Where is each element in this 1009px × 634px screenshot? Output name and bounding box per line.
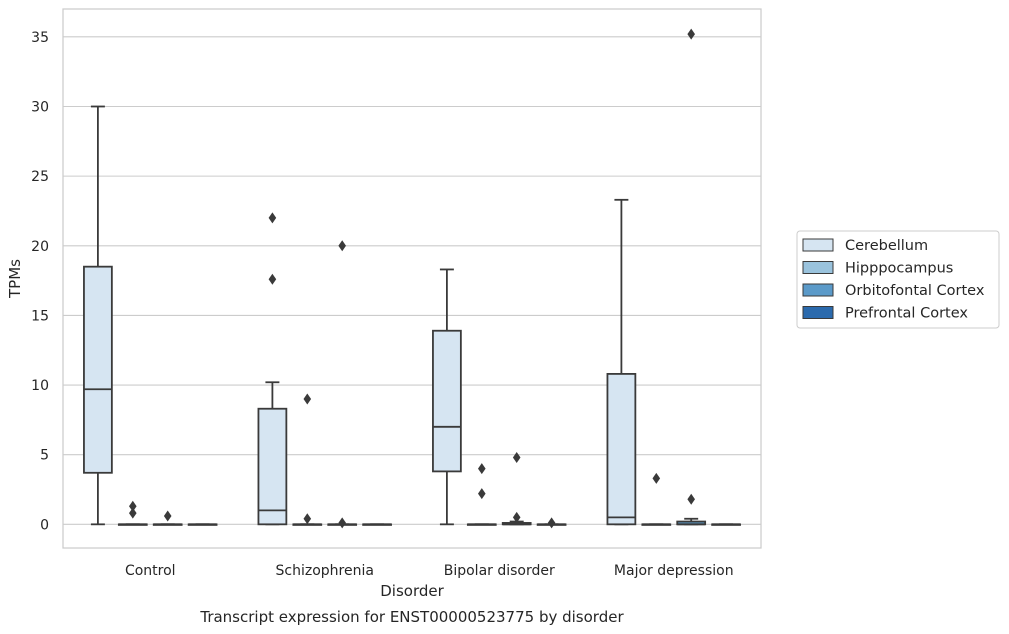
outlier-point <box>547 517 556 529</box>
chart-caption: Transcript expression for ENST0000052377… <box>199 608 624 626</box>
outlier-point <box>303 393 312 405</box>
box <box>83 265 113 474</box>
x-tick-label: Major depression <box>614 563 734 579</box>
outlier-point <box>687 493 695 505</box>
outlier-point <box>687 28 695 40</box>
outlier-point <box>268 273 277 285</box>
outlier-point <box>129 500 137 512</box>
legend-frame <box>796 230 1000 329</box>
legend-swatch <box>802 261 834 274</box>
legend: Cerebellum Hipppocampus Orbitofontal Corte… <box>796 230 1000 329</box>
outlier-point <box>268 212 277 224</box>
outlier-point <box>478 463 486 475</box>
x-tick-label: Schizophrenia <box>276 563 374 579</box>
y-tick-label: 30 <box>31 99 49 115</box>
outlier-point <box>303 513 312 525</box>
box-group <box>676 28 707 526</box>
legend-swatch <box>802 306 834 319</box>
grid-lines <box>63 36 761 525</box>
x-axis-label: Disorder <box>380 582 444 600</box>
box-group <box>83 105 113 526</box>
box <box>606 373 637 526</box>
box-group <box>187 523 218 526</box>
box-group <box>501 451 532 526</box>
box-group <box>536 517 567 529</box>
outlier-point <box>163 510 172 522</box>
y-tick-label: 0 <box>40 517 49 533</box>
legend-swatch <box>802 238 834 252</box>
box-group <box>606 198 637 526</box>
box-marks <box>83 28 741 529</box>
outlier-point <box>338 240 346 252</box>
legend-label: Cerebellum <box>845 238 928 254</box>
y-tick-label: 15 <box>31 308 49 324</box>
box-group <box>711 523 741 526</box>
box-group <box>432 268 462 526</box>
y-axis-label: TPMs <box>6 259 24 299</box>
box-group <box>152 510 183 526</box>
box-group <box>257 212 288 526</box>
legend-swatch <box>802 283 834 297</box>
outlier-point <box>512 451 521 463</box>
y-tick-label: 10 <box>31 378 49 394</box>
y-tick-label: 5 <box>40 448 49 464</box>
plot-frame <box>62 8 762 549</box>
box-group <box>117 500 148 526</box>
x-tick-label: Control <box>125 563 176 579</box>
x-tick-label: Bipolar disorder <box>444 563 555 579</box>
y-tick-label: 35 <box>31 30 49 46</box>
legend-label: Hipppocampus <box>845 261 953 277</box>
y-tick-label: 20 <box>31 239 49 255</box>
outlier-point <box>512 511 521 523</box>
box <box>432 329 462 473</box>
box <box>257 407 288 526</box>
box-group <box>362 523 392 526</box>
y-tick-label: 25 <box>31 169 49 185</box>
box-group <box>641 472 672 526</box>
outlier-point <box>478 488 486 500</box>
outlier-point <box>338 517 346 529</box>
outlier-point <box>652 472 661 484</box>
box-group <box>292 393 323 526</box>
box-group <box>466 463 497 526</box>
y-tick-labels: 0 5 10 15 20 25 30 35 <box>31 30 49 533</box>
x-tick-labels: Control Schizophrenia Bipolar disorder Majo… <box>125 563 734 579</box>
outlier-point <box>129 507 137 519</box>
legend-label: Prefrontal Cortex <box>845 306 968 322</box>
legend-label: Orbitofontal Cortex <box>845 283 985 299</box>
box-group <box>327 240 358 529</box>
